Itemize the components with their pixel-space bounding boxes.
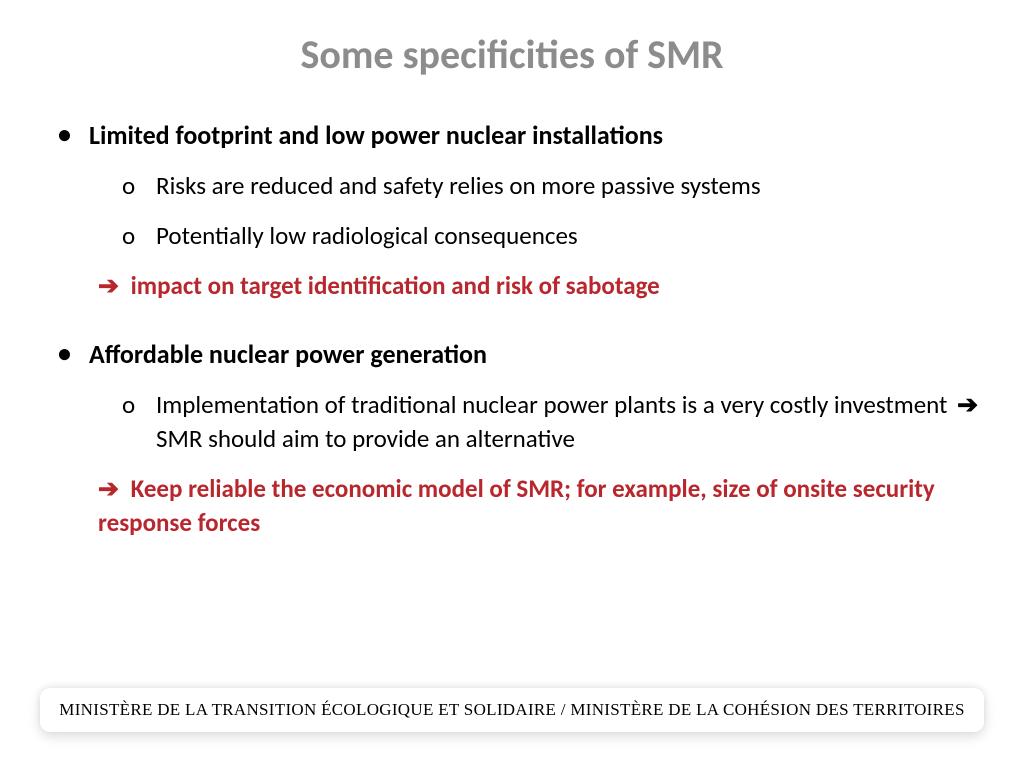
bullet-main-1-text: Limited footprint and low power nuclear … <box>89 119 663 151</box>
sub-2-1-post: SMR should aim to provide an alternative <box>156 423 575 454</box>
bullet-icon: • <box>58 119 71 150</box>
bullet-sub-2-1-text: Implementation of traditional nuclear po… <box>156 388 984 456</box>
footer-text: MINISTÈRE DE LA TRANSITION ÉCOLOGIQUE ET… <box>59 700 964 720</box>
arrow-right-icon: ➔ <box>98 270 119 301</box>
circle-icon: o <box>122 388 140 422</box>
bullet-icon: • <box>58 338 71 369</box>
bullet-sub-1-1: o Risks are reduced and safety relies on… <box>122 169 984 203</box>
arrow-right-icon: ➔ <box>98 473 119 504</box>
circle-icon: o <box>122 219 140 253</box>
slide-content: • Limited footprint and low power nuclea… <box>40 119 984 539</box>
bullet-main-1: • Limited footprint and low power nuclea… <box>50 119 984 151</box>
slide: Some specificities of SMR • Limited foot… <box>0 0 1024 768</box>
bullet-sub-1-2-text: Potentially low radiological consequence… <box>156 219 578 253</box>
arrow-line-2: ➔ Keep reliable the economic model of SM… <box>98 472 984 540</box>
bullet-sub-2-1: o Implementation of traditional nuclear … <box>122 388 984 456</box>
sub-list-1: o Risks are reduced and safety relies on… <box>122 169 984 253</box>
circle-icon: o <box>122 169 140 203</box>
arrow-line-1: ➔ impact on target identification and ri… <box>98 269 984 303</box>
arrow-line-1-text: impact on target identification and risk… <box>131 270 660 301</box>
bullet-main-2: • Affordable nuclear power generation <box>50 338 984 370</box>
bullet-sub-1-1-text: Risks are reduced and safety relies on m… <box>156 169 761 203</box>
footer-bar: MINISTÈRE DE LA TRANSITION ÉCOLOGIQUE ET… <box>40 688 984 732</box>
bullet-main-2-text: Affordable nuclear power generation <box>89 338 487 370</box>
arrow-line-2-text: Keep reliable the economic model of SMR;… <box>98 473 935 538</box>
slide-title: Some specificities of SMR <box>40 30 984 79</box>
bullet-sub-1-2: o Potentially low radiological consequen… <box>122 219 984 253</box>
sub-2-1-pre: Implementation of traditional nuclear po… <box>156 389 947 420</box>
sub-list-2: o Implementation of traditional nuclear … <box>122 388 984 456</box>
arrow-right-icon: ➔ <box>957 389 978 420</box>
